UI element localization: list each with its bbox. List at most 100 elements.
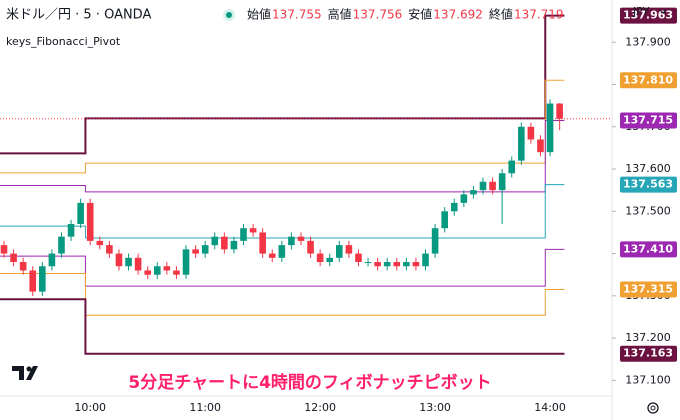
ohlc-value: 137.755 (272, 8, 322, 22)
candle-body (153, 266, 161, 275)
candle-body (77, 202, 84, 224)
candle-body (67, 223, 75, 237)
ohlc-label: 安値 (408, 7, 432, 22)
candle-body (345, 245, 353, 254)
pivot-line (0, 248, 565, 287)
price-badge (620, 345, 677, 362)
candle-body (316, 253, 324, 263)
candle-body (460, 194, 468, 203)
candle-body (240, 228, 247, 241)
currency-caret (659, 9, 667, 14)
ohlc-value: 137.756 (353, 8, 403, 22)
caption: 5分足チャートに4時間のフィボナッチピボット (128, 372, 491, 393)
candle-body (249, 228, 257, 233)
candle-body (221, 236, 228, 250)
candle-body (556, 103, 563, 119)
candle-body (518, 126, 525, 161)
tv-logo (12, 366, 38, 380)
price-badge-label: 137.810 (623, 73, 673, 86)
candle-body (470, 190, 477, 195)
candle-body (230, 240, 238, 250)
candle-body (115, 253, 123, 267)
y-tick-label: 137.500 (625, 204, 671, 217)
ohlc-label: 始値 (247, 7, 271, 22)
candle-body (278, 245, 286, 258)
candle-body (307, 240, 314, 254)
candle-body (125, 257, 132, 267)
price-badge-label: 137.715 (623, 113, 673, 126)
ohlc-legend: 始値 137.755 高値 137.756 安値 137.692 終値 137.719 (247, 7, 564, 22)
symbol: 米ドル／円 · 5 · OANDA (6, 8, 151, 23)
candle-body (96, 240, 104, 246)
candle-body (546, 103, 554, 153)
y-tick-label: 137.900 (625, 35, 671, 48)
candle-body (182, 249, 190, 275)
status-dot (226, 12, 232, 18)
price-badge-label: 137.315 (623, 282, 673, 295)
candle-body (10, 253, 17, 263)
candle-body (383, 262, 391, 267)
x-tick-label: 12:00 (304, 401, 336, 414)
y-tick-label: 137.100 (625, 373, 671, 386)
plot-area (0, 14, 612, 355)
candle-body (39, 266, 46, 292)
price-badge-label: 137.963 (623, 9, 673, 22)
ohlc-label: 終値 (489, 7, 513, 22)
candle-body (211, 236, 219, 246)
candle-body (163, 266, 171, 271)
pivot-line (0, 272, 565, 316)
candle-body (58, 236, 65, 254)
price-badge (620, 7, 677, 24)
currency[interactable]: JPY (632, 5, 650, 18)
price-badge (620, 112, 677, 129)
price-badge (620, 241, 677, 258)
candle-body (268, 253, 276, 258)
ohlc-label: 高値 (328, 7, 352, 22)
pivot-line (0, 298, 565, 355)
candle-body (364, 262, 372, 264)
candle-body (48, 253, 56, 267)
price-badge (620, 176, 677, 193)
pivot-line (0, 79, 565, 174)
candle-body (144, 270, 151, 275)
candle-body (508, 160, 516, 174)
price-badge (620, 72, 677, 89)
candle-body (355, 253, 362, 263)
candle-body (326, 257, 334, 263)
y-tick-label: 137.600 (625, 162, 671, 175)
candle-body (441, 211, 448, 229)
x-tick-label: 11:00 (189, 401, 221, 414)
candle-body (0, 245, 8, 254)
candle-body (297, 236, 305, 241)
x-tick-label: 14:00 (534, 401, 566, 414)
candle-body (259, 232, 266, 254)
candle-body (201, 245, 209, 254)
candle-body (403, 262, 410, 267)
candle-body (537, 139, 544, 153)
x-tick-label: 10:00 (74, 401, 106, 414)
header-bg (0, 3, 200, 27)
candle-body (374, 262, 381, 267)
candle-body (498, 173, 506, 191)
y-tick-label: 137.200 (625, 331, 671, 344)
candle-body (106, 245, 113, 254)
ohlc-value: 137.692 (433, 8, 483, 22)
candle-body (393, 262, 401, 267)
candle-body (29, 270, 37, 292)
price-badge (620, 281, 677, 298)
candle-body (134, 257, 142, 271)
price-badge-label: 137.410 (623, 242, 673, 255)
indicator-name[interactable]: keys_Fibonacci_Pivot (6, 35, 121, 48)
candle-body (431, 228, 439, 254)
candle-body (422, 253, 429, 267)
candle-body (336, 245, 343, 258)
ohlc-value: 137.719 (514, 8, 564, 22)
price-axis: 137.100137.200137.300137.400137.500137.6… (612, 7, 677, 386)
price-badge-label: 137.163 (623, 347, 673, 360)
candle-body (479, 181, 487, 191)
candle-body (527, 126, 535, 140)
settings-icon[interactable] (647, 402, 659, 414)
candle-body (19, 262, 27, 271)
